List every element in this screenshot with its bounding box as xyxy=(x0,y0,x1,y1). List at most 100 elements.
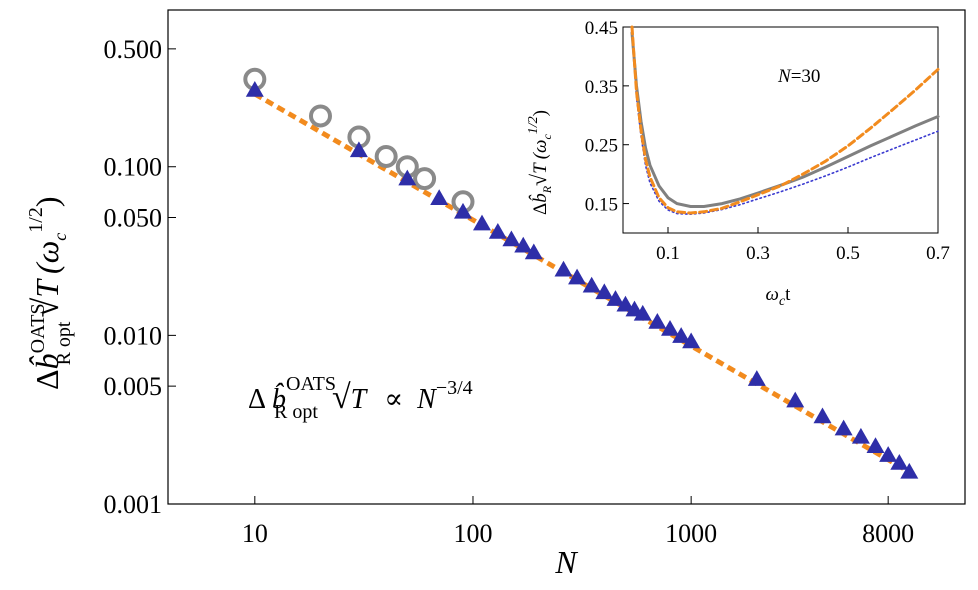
triangle-point xyxy=(890,454,909,470)
main-circle-markers xyxy=(243,67,475,214)
triangle-point xyxy=(473,214,492,231)
triangle-point xyxy=(866,437,885,454)
inset-ticks: 0.1 0.3 0.5 0.7 0.15 0.25 0.35 0.45 xyxy=(585,18,950,264)
triangle-point xyxy=(834,419,853,436)
triangle-point xyxy=(661,320,680,336)
y-tick-label: 0.001 xyxy=(104,490,163,519)
y-tick-label: 0.010 xyxy=(104,321,163,350)
triangle-point xyxy=(349,141,368,158)
annot-sub: R opt xyxy=(274,401,318,423)
y-tick-label: 0.100 xyxy=(104,153,163,182)
inset-y-tick-label: 0.15 xyxy=(585,195,618,216)
inset-x-t: t xyxy=(785,284,791,305)
main-plot-frame xyxy=(167,9,966,505)
triangle-point xyxy=(524,243,543,260)
inset-x-tick-label: 0.7 xyxy=(926,243,950,264)
inset-y-exp: 1/2 xyxy=(526,116,541,134)
annot-sqrt: √ xyxy=(332,379,351,416)
triangle-point xyxy=(879,446,898,462)
y-tick-label: 0.050 xyxy=(104,203,163,232)
y-title-T: T xyxy=(29,278,65,298)
main-y-axis-title: Δb̂OATS R opt √T (ωc1/2) xyxy=(25,196,75,390)
triangle-point xyxy=(851,427,870,444)
inset-x-tick-label: 0.5 xyxy=(836,243,860,264)
annot-sup: OATS xyxy=(286,373,336,395)
y-tick-label: 0.005 xyxy=(104,372,163,401)
inset-y-sqrt: √ xyxy=(526,173,551,186)
inset-y-b: b̂ xyxy=(529,193,551,203)
triangle-point xyxy=(633,304,652,321)
inset-background xyxy=(615,16,961,245)
y-title-sub: R opt xyxy=(53,321,75,365)
inset-y-axis-title: Δb̂R√T (ωc1/2) xyxy=(526,110,554,215)
main-triangle-markers xyxy=(245,81,919,479)
annot-exp: −3/4 xyxy=(436,377,473,399)
circle-point xyxy=(374,144,398,168)
x-tick-label: 8000 xyxy=(862,519,914,548)
annot-T: T xyxy=(351,384,369,415)
inset-curve-solid xyxy=(630,31,940,208)
triangle-point xyxy=(786,391,805,408)
inset-x-tick-label: 0.1 xyxy=(656,243,680,264)
inset-x-axis-title: ωct xyxy=(766,284,792,309)
triangle-point xyxy=(616,295,635,312)
inset-x-c: c xyxy=(779,294,786,309)
triangle-point xyxy=(430,189,449,206)
main-ticks: 10 100 1000 8000 0.500 0.100 0.050 0.010 0.005 0.… xyxy=(104,35,915,548)
inset-y-c: c xyxy=(540,134,554,140)
x-tick-label: 1000 xyxy=(665,519,717,548)
triangle-point xyxy=(245,81,264,97)
triangle-point xyxy=(606,290,625,306)
inset-n-value: =30 xyxy=(791,66,821,87)
x-tick-label: 10 xyxy=(242,519,268,548)
triangle-point xyxy=(568,268,587,285)
y-title-sqrt: √ xyxy=(26,298,66,318)
triangle-point xyxy=(514,236,533,253)
inset-n-label: N=30 xyxy=(777,66,820,87)
y-title-c: c xyxy=(50,233,70,241)
triangle-point xyxy=(682,332,701,349)
triangle-point xyxy=(648,313,667,329)
inset-y-tick-label: 0.45 xyxy=(585,18,618,39)
inset-y-delta: Δ xyxy=(530,203,551,215)
annot-prop: ∝ xyxy=(384,384,403,415)
inset-plot-frame xyxy=(622,26,939,234)
y-title-close: ) xyxy=(29,196,65,207)
inset-x-tick-label: 0.3 xyxy=(746,243,770,264)
y-title-b: b̂ xyxy=(29,353,65,369)
triangle-point xyxy=(453,202,472,219)
y-title-sup: OATS xyxy=(27,303,49,353)
inset-curve-dashed xyxy=(630,25,940,215)
triangle-point xyxy=(398,169,417,186)
triangle-point xyxy=(488,223,507,239)
inset-y-close: ) xyxy=(530,110,551,116)
triangle-point xyxy=(900,462,919,479)
inset-y-sub: R xyxy=(540,185,554,194)
triangle-point xyxy=(672,327,691,343)
y-title-delta: Δ xyxy=(29,369,65,390)
triangle-point xyxy=(582,276,601,293)
y-title-omega: (ω xyxy=(29,241,65,274)
main-x-axis-title: N xyxy=(554,544,578,580)
y-title-exp: 1/2 xyxy=(25,207,47,233)
inset-y-omega: (ω xyxy=(530,140,551,160)
inset-y-T: T xyxy=(530,162,551,174)
inset-curves xyxy=(630,25,940,216)
inset-n-letter: N xyxy=(777,66,792,87)
inset-x-omega: ω xyxy=(766,284,779,305)
triangle-point xyxy=(595,283,614,300)
circle-point xyxy=(308,104,332,128)
annot-b: b̂ xyxy=(272,383,286,415)
triangle-point xyxy=(747,370,766,386)
triangle-point xyxy=(554,260,573,277)
triangle-point xyxy=(813,407,832,424)
annot-N: N xyxy=(416,384,437,415)
inset-y-tick-label: 0.25 xyxy=(585,136,618,157)
y-tick-label: 0.500 xyxy=(104,35,163,64)
triangle-point xyxy=(502,230,521,247)
x-tick-label: 100 xyxy=(453,519,492,548)
circle-point xyxy=(413,167,437,191)
inset-y-tick-label: 0.35 xyxy=(585,77,618,98)
